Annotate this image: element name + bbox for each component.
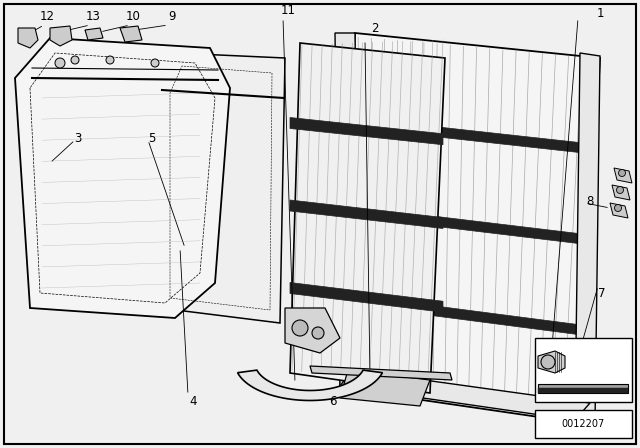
Polygon shape bbox=[85, 28, 103, 40]
Text: 13: 13 bbox=[86, 9, 100, 22]
Polygon shape bbox=[285, 308, 340, 353]
Circle shape bbox=[151, 59, 159, 67]
Polygon shape bbox=[345, 206, 595, 246]
Polygon shape bbox=[290, 43, 445, 393]
Polygon shape bbox=[575, 53, 600, 423]
Circle shape bbox=[616, 186, 623, 194]
Polygon shape bbox=[15, 38, 230, 318]
Polygon shape bbox=[538, 351, 565, 373]
Polygon shape bbox=[120, 26, 142, 42]
Circle shape bbox=[614, 204, 621, 211]
Polygon shape bbox=[538, 384, 628, 393]
Polygon shape bbox=[345, 117, 595, 154]
Polygon shape bbox=[4, 4, 636, 444]
Polygon shape bbox=[237, 370, 383, 401]
Text: 10: 10 bbox=[125, 9, 140, 22]
Polygon shape bbox=[310, 366, 452, 380]
Polygon shape bbox=[290, 283, 443, 312]
Polygon shape bbox=[345, 294, 595, 337]
Circle shape bbox=[541, 355, 555, 369]
Polygon shape bbox=[538, 388, 628, 393]
Text: 8: 8 bbox=[586, 194, 594, 207]
Polygon shape bbox=[290, 117, 443, 145]
Circle shape bbox=[292, 320, 308, 336]
Text: 7: 7 bbox=[598, 287, 605, 300]
Text: 1: 1 bbox=[596, 7, 604, 20]
Text: 2: 2 bbox=[371, 22, 379, 34]
Polygon shape bbox=[335, 33, 360, 386]
Polygon shape bbox=[160, 53, 285, 323]
Text: 9: 9 bbox=[168, 9, 176, 22]
Polygon shape bbox=[290, 200, 443, 228]
Polygon shape bbox=[610, 203, 628, 218]
Polygon shape bbox=[340, 370, 590, 420]
Polygon shape bbox=[535, 410, 632, 438]
Text: 12: 12 bbox=[40, 9, 54, 22]
Polygon shape bbox=[18, 28, 38, 48]
Circle shape bbox=[106, 56, 114, 64]
Circle shape bbox=[312, 327, 324, 339]
Text: 5: 5 bbox=[148, 132, 156, 145]
Text: 0012207: 0012207 bbox=[561, 419, 605, 429]
Text: 3: 3 bbox=[74, 132, 82, 145]
Polygon shape bbox=[340, 33, 600, 423]
Text: 11: 11 bbox=[280, 4, 296, 17]
Polygon shape bbox=[614, 168, 632, 183]
Circle shape bbox=[71, 56, 79, 64]
Polygon shape bbox=[340, 370, 430, 406]
Circle shape bbox=[618, 169, 625, 177]
Polygon shape bbox=[535, 338, 632, 402]
Text: 4: 4 bbox=[189, 395, 196, 408]
Polygon shape bbox=[612, 185, 630, 200]
Circle shape bbox=[55, 58, 65, 68]
Polygon shape bbox=[50, 26, 72, 46]
Text: 6: 6 bbox=[329, 395, 337, 408]
